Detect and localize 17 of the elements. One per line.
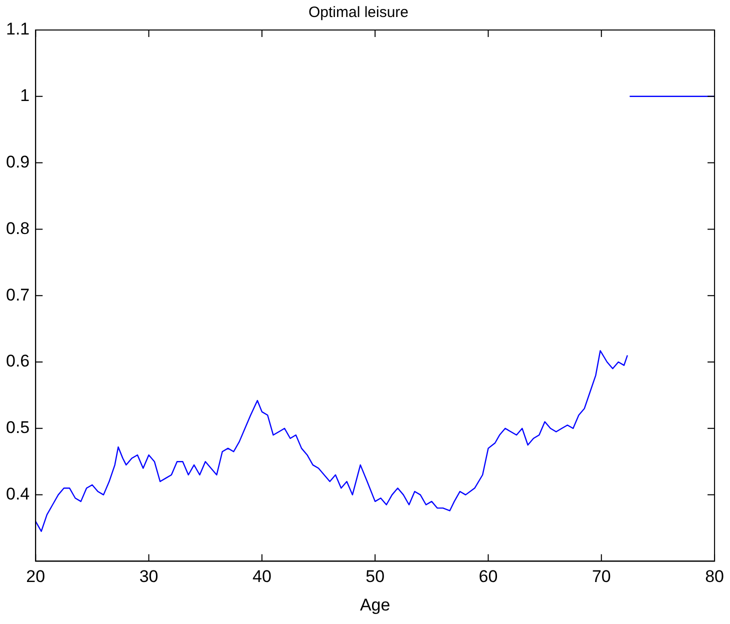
chart-title: Optimal leisure: [308, 4, 409, 22]
y-tick-label: 0.5: [6, 418, 30, 438]
y-tick-label: 1.1: [6, 20, 30, 39]
y-tick-label: 0.9: [6, 152, 30, 172]
x-axis-title: Age: [360, 595, 390, 614]
x-tick-label: 80: [705, 567, 724, 586]
y-tick-label: 0.6: [6, 352, 30, 371]
y-tick-label: 0.7: [6, 285, 30, 304]
y-tick-label: 0.4: [6, 484, 30, 504]
x-tick-label: 20: [26, 567, 46, 586]
x-tick-label: 60: [478, 567, 498, 586]
y-tick-label: 1: [20, 86, 30, 106]
x-tick-label: 40: [252, 567, 272, 586]
x-tick-label: 50: [366, 567, 385, 586]
y-tick-label: 0.8: [6, 218, 30, 238]
x-tick-label: 70: [592, 567, 611, 586]
x-tick-label: 30: [139, 567, 158, 586]
